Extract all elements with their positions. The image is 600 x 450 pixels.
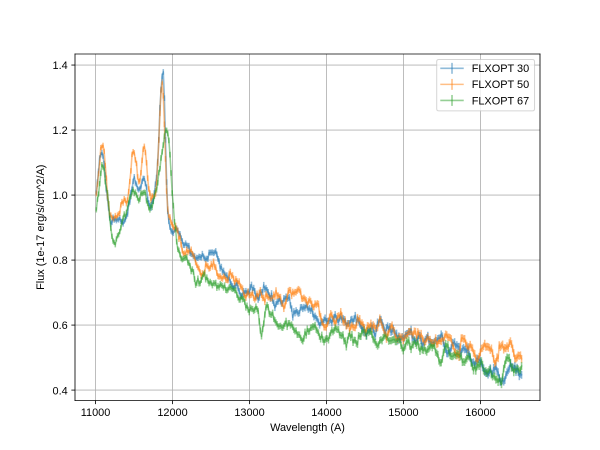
svg-text:0.6: 0.6 (53, 320, 68, 332)
svg-text:12000: 12000 (157, 407, 187, 419)
svg-text:13000: 13000 (234, 407, 264, 419)
svg-text:1.2: 1.2 (53, 125, 68, 137)
svg-text:Wavelength (A): Wavelength (A) (270, 422, 345, 434)
svg-text:16000: 16000 (465, 407, 495, 419)
svg-text:11000: 11000 (81, 407, 111, 419)
svg-text:FLXOPT 67: FLXOPT 67 (472, 95, 529, 107)
svg-text:1.0: 1.0 (53, 190, 68, 202)
svg-text:1.4: 1.4 (53, 60, 68, 72)
svg-text:15000: 15000 (388, 407, 418, 419)
svg-text:Flux (1e-17 erg/s/cm^2/A): Flux (1e-17 erg/s/cm^2/A) (35, 165, 47, 290)
svg-text:FLXOPT 50: FLXOPT 50 (472, 79, 529, 91)
svg-text:FLXOPT 30: FLXOPT 30 (472, 63, 529, 75)
svg-text:0.4: 0.4 (53, 385, 68, 397)
svg-text:0.8: 0.8 (53, 255, 68, 267)
svg-text:14000: 14000 (311, 407, 341, 419)
